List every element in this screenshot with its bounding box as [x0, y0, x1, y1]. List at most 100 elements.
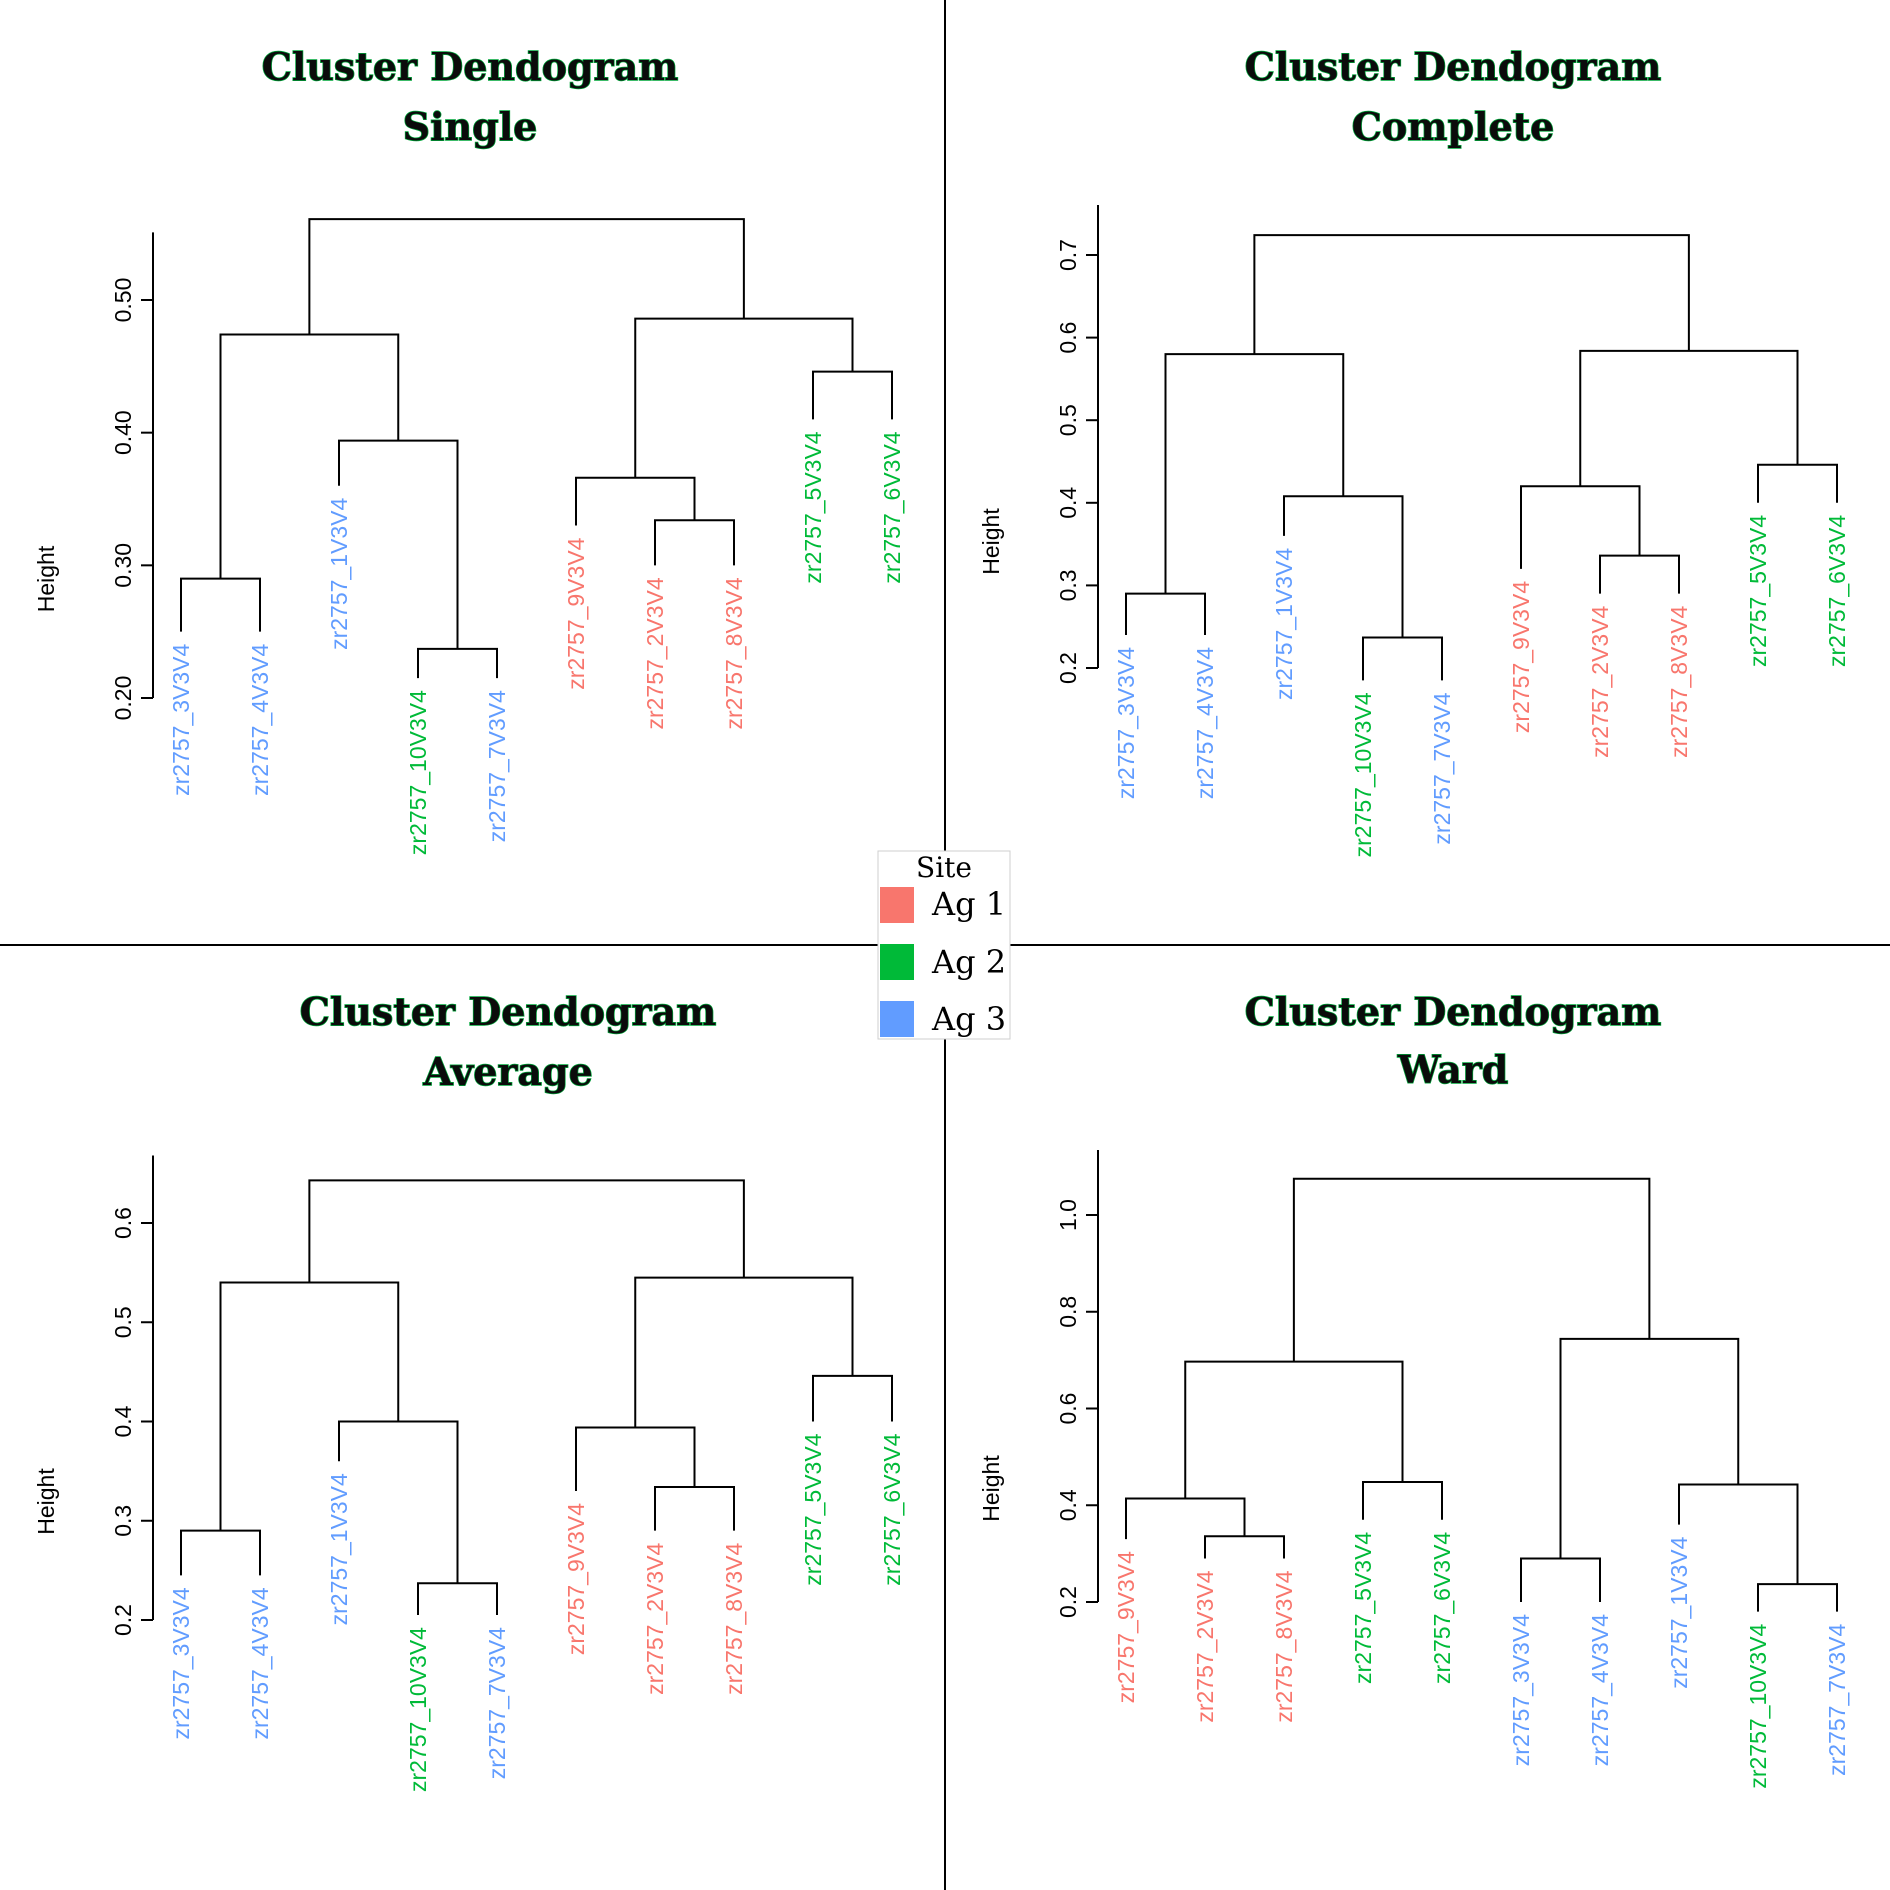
panels: Cluster Dendogram Single 0.20 0.30 0.40 0.50 H… [33, 43, 1850, 1792]
leaf-label: zr2757_5V3V4 [1350, 1532, 1376, 1684]
leaf-label: zr2757_5V3V4 [1745, 515, 1771, 667]
leaf-label: zr2757_7V3V4 [484, 690, 510, 842]
leaf-label: zr2757_1V3V4 [326, 1473, 352, 1625]
leaf-label: zr2757_3V3V4 [168, 1587, 194, 1739]
y-tick-label: 0.7 [1055, 239, 1081, 271]
dendrogram-branch [1559, 1337, 1740, 1559]
leaf-label: zr2757_10V3V4 [1350, 692, 1376, 857]
legend-label-ag3: Ag 3 [931, 1000, 1006, 1038]
dendrogram-branch [1757, 1583, 1838, 1612]
leaf-label: zr2757_1V3V4 [1271, 548, 1297, 700]
dendrogram-branch [180, 1529, 261, 1576]
leaf-label: zr2757_9V3V4 [563, 537, 589, 689]
leaf-label: zr2757_8V3V4 [721, 1542, 747, 1694]
dendrogram-branch [575, 1426, 696, 1491]
leaf-label: zr2757_10V3V4 [405, 690, 431, 855]
y-axis-label: Height [33, 1468, 59, 1535]
y-tick-label: 0.3 [1055, 569, 1081, 601]
legend-title: Site [916, 851, 972, 884]
legend-swatch-ag2 [880, 944, 914, 980]
y-tick-label: 0.5 [110, 1306, 136, 1338]
chart-title: Cluster Dendogram [300, 989, 717, 1034]
dendrogram-branch [417, 1582, 498, 1616]
leaf-label: zr2757_10V3V4 [405, 1627, 431, 1792]
dendrogram-branch [575, 476, 696, 526]
leaf-label: zr2757_6V3V4 [1824, 515, 1850, 667]
leaf-label: zr2757_9V3V4 [1508, 581, 1534, 733]
y-tick-label: 0.6 [1055, 1393, 1081, 1425]
dendrogram-branch [1283, 495, 1404, 638]
leaf-label: zr2757_2V3V4 [642, 577, 668, 729]
leaf-label: zr2757_7V3V4 [484, 1627, 510, 1779]
y-tick-label: 0.4 [1055, 1489, 1081, 1521]
dendrogram-branch [1184, 1360, 1404, 1499]
dendrogram-panel-average: Cluster Dendogram Average 0.2 0.3 0.4 0.5 0.6 H… [33, 988, 905, 1792]
dendrogram-branch [1579, 349, 1799, 487]
y-tick-label: 0.4 [1055, 487, 1081, 519]
legend: Site Ag 1 Ag 2 Ag 3 [877, 850, 1011, 1040]
y-axis-label: Height [33, 545, 59, 612]
leaf-label: zr2757_2V3V4 [1587, 605, 1613, 757]
leaf-label: zr2757_4V3V4 [1192, 647, 1218, 799]
chart-subtitle: Ward [1397, 1047, 1509, 1092]
leaf-label: zr2757_1V3V4 [326, 498, 352, 650]
dendrogram-branch [1362, 636, 1443, 681]
leaf-label: zr2757_7V3V4 [1824, 1623, 1850, 1775]
leaf-label: zr2757_5V3V4 [800, 431, 826, 583]
leaf-label: zr2757_8V3V4 [1666, 605, 1692, 757]
dendrogram-branch [308, 218, 745, 335]
leaf-label: zr2757_5V3V4 [800, 1433, 826, 1585]
leaf-label: zr2757_8V3V4 [1271, 1570, 1297, 1722]
chart-title: Cluster Dendogram [1245, 989, 1662, 1034]
y-tick-label: 0.30 [110, 543, 136, 588]
y-tick-label: 0.20 [110, 676, 136, 721]
leaf-label: zr2757_10V3V4 [1745, 1623, 1771, 1788]
dendrogram-branch [1678, 1483, 1799, 1585]
dendrogram-branch [634, 1276, 854, 1428]
y-tick-label: 0.40 [110, 410, 136, 455]
legend-swatch-ag1 [880, 887, 914, 923]
leaf-label: zr2757_6V3V4 [879, 1433, 905, 1585]
dendrogram-branch [180, 577, 261, 632]
y-tick-label: 1.0 [1055, 1199, 1081, 1231]
dendrogram-branch [219, 333, 400, 579]
dendrogram-panel-complete: Cluster Dendogram Complete 0.2 0.3 0.4 0.5 0.6… [978, 43, 1850, 857]
y-tick-label: 0.3 [110, 1505, 136, 1537]
leaf-label: zr2757_4V3V4 [247, 1587, 273, 1739]
dendrogram-branch [417, 647, 498, 679]
dendrogram-branch [812, 1374, 893, 1422]
leaf-label: zr2757_9V3V4 [1113, 1551, 1139, 1703]
y-tick-label: 0.2 [110, 1604, 136, 1636]
dendrogram-branch [1292, 1177, 1651, 1362]
leaf-label: zr2757_6V3V4 [879, 431, 905, 583]
chart-subtitle: Complete [1352, 104, 1555, 149]
y-tick-label: 0.8 [1055, 1296, 1081, 1328]
dendrogram-branch [1125, 592, 1206, 635]
leaf-label: zr2757_3V3V4 [168, 643, 194, 795]
dendrogram-branch [219, 1281, 400, 1531]
chart-subtitle: Single [403, 104, 538, 149]
leaf-label: zr2757_1V3V4 [1666, 1536, 1692, 1688]
leaf-label: zr2757_9V3V4 [563, 1503, 589, 1655]
dendrogram-branch [654, 519, 735, 566]
dendrogram-branch [654, 1486, 735, 1531]
leaf-label: zr2757_3V3V4 [1508, 1614, 1534, 1766]
dendrogram-panel-single: Cluster Dendogram Single 0.20 0.30 0.40 0.50 H… [33, 43, 905, 855]
leaf-label: zr2757_8V3V4 [721, 577, 747, 729]
dendrogram-branch [1204, 1535, 1285, 1559]
y-tick-label: 0.4 [110, 1405, 136, 1437]
dendrogram-branch [1125, 1497, 1246, 1540]
dendrogram-branch [1164, 353, 1345, 594]
dendrogram-branch [1757, 463, 1838, 503]
leaf-label: zr2757_3V3V4 [1113, 647, 1139, 799]
y-tick-label: 0.6 [110, 1207, 136, 1239]
legend-label-ag1: Ag 1 [931, 885, 1006, 923]
dendrogram-branch [308, 1179, 745, 1283]
leaf-label: zr2757_2V3V4 [1192, 1570, 1218, 1722]
y-tick-label: 0.2 [1055, 1586, 1081, 1618]
dendrogram-branch [1362, 1481, 1443, 1520]
legend-swatch-ag3 [880, 1001, 914, 1037]
y-tick-label: 0.6 [1055, 322, 1081, 354]
dendrogram-branch [338, 1420, 459, 1584]
leaf-label: zr2757_4V3V4 [1587, 1614, 1613, 1766]
